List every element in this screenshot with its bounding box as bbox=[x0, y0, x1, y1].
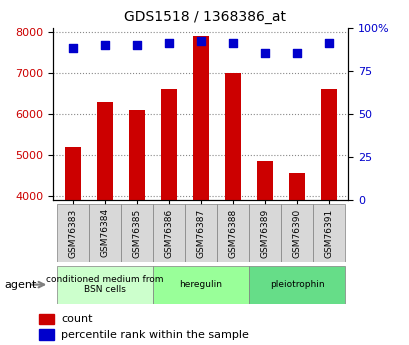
FancyBboxPatch shape bbox=[248, 204, 281, 262]
FancyBboxPatch shape bbox=[153, 204, 184, 262]
FancyBboxPatch shape bbox=[216, 204, 248, 262]
Point bbox=[293, 51, 300, 56]
Bar bbox=[128, 110, 144, 200]
Point bbox=[133, 42, 139, 48]
Text: pleiotrophin: pleiotrophin bbox=[269, 280, 324, 289]
FancyBboxPatch shape bbox=[184, 204, 216, 262]
FancyBboxPatch shape bbox=[312, 204, 344, 262]
Point bbox=[69, 46, 76, 51]
FancyBboxPatch shape bbox=[120, 204, 153, 262]
FancyBboxPatch shape bbox=[153, 266, 248, 304]
Bar bbox=[39, 314, 54, 324]
Text: GSM76390: GSM76390 bbox=[292, 208, 301, 257]
Text: GSM76383: GSM76383 bbox=[68, 208, 77, 257]
Bar bbox=[39, 329, 54, 340]
Bar bbox=[288, 174, 304, 200]
Text: percentile rank within the sample: percentile rank within the sample bbox=[61, 330, 248, 340]
Text: GSM76384: GSM76384 bbox=[100, 208, 109, 257]
Point bbox=[101, 42, 108, 48]
FancyBboxPatch shape bbox=[56, 204, 88, 262]
Text: GSM76389: GSM76389 bbox=[260, 208, 269, 257]
Point bbox=[165, 40, 172, 46]
Text: count: count bbox=[61, 314, 92, 324]
Text: conditioned medium from
BSN cells: conditioned medium from BSN cells bbox=[46, 275, 163, 294]
Point bbox=[261, 51, 268, 56]
Bar bbox=[160, 89, 176, 200]
FancyBboxPatch shape bbox=[56, 266, 153, 304]
Text: GDS1518 / 1368386_at: GDS1518 / 1368386_at bbox=[124, 10, 285, 24]
Bar bbox=[225, 73, 240, 200]
FancyBboxPatch shape bbox=[248, 266, 344, 304]
Text: GSM76386: GSM76386 bbox=[164, 208, 173, 257]
FancyBboxPatch shape bbox=[88, 204, 120, 262]
Text: agent: agent bbox=[4, 280, 36, 289]
Point bbox=[229, 40, 236, 46]
Bar bbox=[320, 89, 337, 200]
Text: GSM76391: GSM76391 bbox=[324, 208, 333, 257]
Text: GSM76388: GSM76388 bbox=[228, 208, 237, 257]
Bar bbox=[192, 36, 209, 200]
Bar bbox=[64, 147, 81, 200]
FancyBboxPatch shape bbox=[281, 204, 312, 262]
Point bbox=[325, 40, 332, 46]
Point bbox=[197, 39, 204, 44]
Text: GSM76387: GSM76387 bbox=[196, 208, 205, 257]
Text: GSM76385: GSM76385 bbox=[132, 208, 141, 257]
Bar bbox=[256, 161, 272, 200]
Text: heregulin: heregulin bbox=[179, 280, 222, 289]
Bar bbox=[97, 101, 112, 200]
